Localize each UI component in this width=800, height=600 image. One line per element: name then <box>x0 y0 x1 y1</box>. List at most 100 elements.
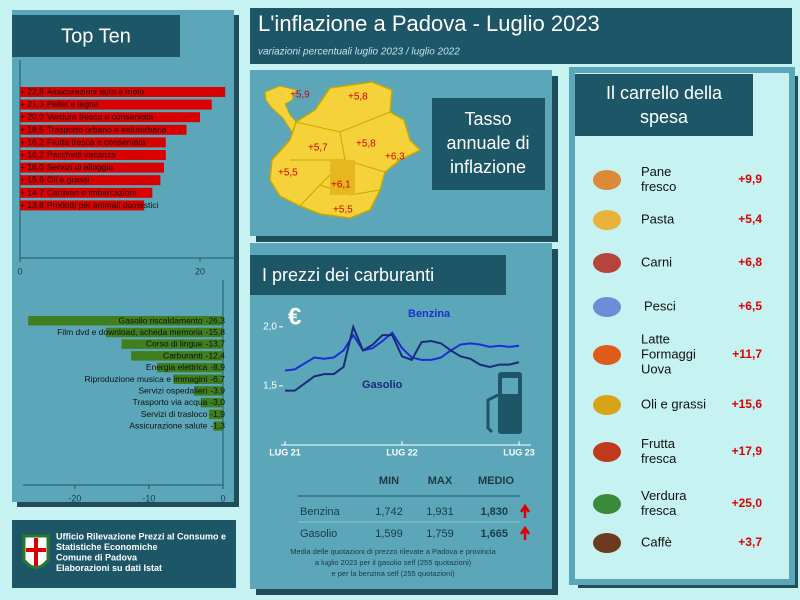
map-label: +6,1 <box>331 180 351 191</box>
row-label: Benzina <box>300 506 341 518</box>
value-label: + 16,2 <box>20 150 44 160</box>
item-name: Oli e grassi <box>641 396 706 411</box>
value-label: + 14,7 <box>20 188 44 198</box>
category-label: Prodotti per animali domestici <box>47 200 159 210</box>
food-icon <box>593 533 621 553</box>
legend-label: Gasolio <box>362 379 403 391</box>
value-label: + 13,8 <box>20 200 44 210</box>
bar <box>213 421 223 431</box>
fuel-pump-icon <box>486 372 522 434</box>
category-label: Corso di lingue <box>146 339 203 349</box>
x-tick-label: LUG 21 <box>269 447 301 457</box>
bar-label: + 16,0 Servizi di alloggio <box>20 162 113 172</box>
title-box <box>12 15 180 57</box>
map-label: +5,5 <box>278 168 298 179</box>
table-note: Media delle quotazioni di prezzo rilevat… <box>290 547 496 556</box>
bar-label: Carburanti -12,4 <box>163 351 225 361</box>
unit-symbol: € <box>288 303 301 330</box>
food-icon <box>593 170 621 190</box>
food-icon <box>593 442 621 462</box>
map-title-box <box>432 98 545 190</box>
footer-line: Ufficio Rilevazione Prezzi al Consumo e <box>56 531 226 541</box>
x-tick-label: 0 <box>17 266 22 276</box>
category-label: Pacchetti vacanza <box>47 150 116 160</box>
value-label: -26,3 <box>206 316 226 326</box>
category-label: Oli e grassi <box>47 175 90 185</box>
category-label: Trasporto via acqua <box>133 397 208 407</box>
map-label: +5,9 <box>290 90 310 101</box>
x-tick-label: 20 <box>195 266 205 276</box>
category-label: Film dvd e download, scheda memoria <box>57 327 203 337</box>
item-change: +11,7 <box>732 347 762 361</box>
bar-label: Corso di lingue -13,7 <box>146 339 225 349</box>
bar <box>105 327 223 338</box>
category-label: Servizi di trasloco <box>141 409 208 419</box>
fuel-title: I prezzi dei carburanti <box>262 265 434 285</box>
bar <box>20 150 166 160</box>
bar-label: + 18,5 Trasporto urbano e extraurbano <box>20 125 167 135</box>
bar <box>173 374 223 384</box>
map-label: +6,3 <box>385 152 405 163</box>
bar-label: + 15,6 Oli e grassi <box>20 175 89 185</box>
footer-line: Comune di Padova <box>56 552 138 562</box>
top-ten-title: Top Ten <box>61 25 131 47</box>
table-cell: 1,665 <box>480 528 508 540</box>
value-label: -13,7 <box>206 339 226 349</box>
item-name: Pasta <box>641 211 675 226</box>
food-icon <box>593 494 621 514</box>
item-change: +5,4 <box>738 212 762 226</box>
bar <box>121 339 223 349</box>
food-icon <box>593 253 621 273</box>
value-label: -3,0 <box>210 397 225 407</box>
value-label: -12,4 <box>206 351 226 361</box>
category-label: Assicurazione salute <box>129 421 207 431</box>
item-change: +25,0 <box>732 496 763 510</box>
map-label: +5,7 <box>308 143 328 154</box>
up-arrow <box>519 525 531 540</box>
bar-label: + 14,7 Caravan e imbarcazioni <box>20 188 136 198</box>
item-name: Formaggi <box>641 346 696 361</box>
table-header: MEDIO <box>478 475 515 487</box>
table-header: MIN <box>379 475 399 487</box>
map-title: inflazione <box>450 157 526 177</box>
item-name: fresco <box>641 179 676 194</box>
table-cell: 1,759 <box>426 528 454 540</box>
table-note: e per la benzina self (255 quotazioni) <box>332 569 455 578</box>
y-tick-label: 1,5 <box>263 381 277 392</box>
item-change: +6,8 <box>738 255 762 269</box>
map-title: annuale di <box>446 133 529 153</box>
padova-province <box>330 160 355 195</box>
category-label: Verdura fresca e conservata <box>47 112 154 122</box>
x-tick-label: -20 <box>68 493 81 503</box>
item-change: +17,9 <box>732 444 763 458</box>
table-note: a luglio 2023 per il gasolio self (255 q… <box>315 558 472 567</box>
bar-label: Servizi di trasloco -1,9 <box>141 409 226 419</box>
item-change: +6,5 <box>738 299 762 313</box>
series-line <box>285 323 520 392</box>
bar <box>20 87 226 97</box>
item-name: Pesci <box>644 298 676 313</box>
item-name: Pane <box>641 164 671 179</box>
bar-label: Film dvd e download, scheda memoria -15,8 <box>57 327 225 337</box>
food-icon <box>593 210 621 230</box>
value-label: + 15,6 <box>20 175 44 185</box>
bar <box>20 137 166 148</box>
category-label: Pellet e legna <box>47 99 99 109</box>
series-line <box>284 331 520 372</box>
legend-label: Benzina <box>408 308 451 320</box>
bar-label: Servizi ospedalieri -3,9 <box>138 386 225 396</box>
up-arrow <box>519 503 531 518</box>
bar-label: Assicurazione salute -1,3 <box>129 421 225 431</box>
title-box <box>250 255 506 295</box>
bar <box>131 351 223 361</box>
category-label: Trasporto urbano e extraurbano <box>47 125 167 135</box>
map-label: +5,5 <box>333 205 353 216</box>
value-label: + 21,3 <box>20 99 44 109</box>
item-name: fresca <box>641 451 677 466</box>
value-label: + 16,2 <box>20 137 44 147</box>
row-label: Gasolio <box>300 528 337 540</box>
map-title: Tasso <box>464 109 511 129</box>
item-change: +9,9 <box>738 172 762 186</box>
bar <box>200 397 223 408</box>
